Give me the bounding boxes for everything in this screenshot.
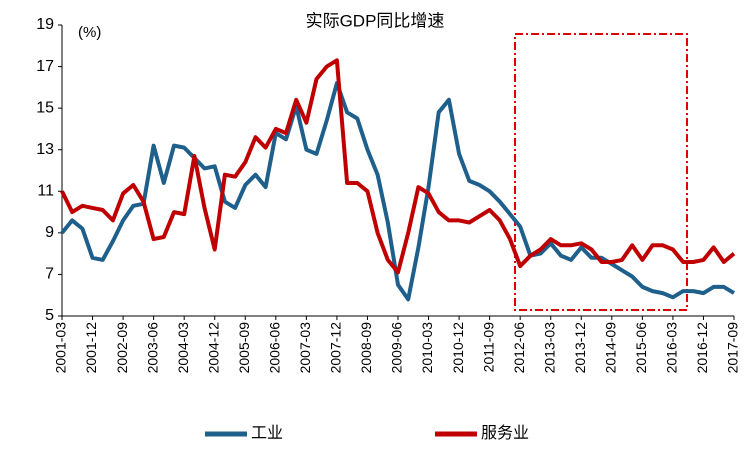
x-tick-label: 2004-12 [205, 322, 221, 374]
y-tick-label: 5 [45, 307, 54, 324]
y-tick-label: 9 [45, 224, 54, 241]
x-tick-label: 2003-06 [144, 322, 160, 374]
x-tick-label: 2002-09 [114, 322, 130, 374]
x-tick-label: 2004-03 [175, 322, 191, 374]
x-tick-label: 2007-12 [328, 322, 344, 374]
y-tick-label: 11 [37, 183, 54, 200]
x-tick-label: 2016-03 [664, 322, 680, 374]
x-tick-label: 2010-12 [450, 322, 466, 374]
x-tick-label: 2011-09 [480, 322, 496, 373]
y-tick-label: 15 [36, 99, 54, 116]
x-tick-label: 2006-06 [267, 322, 283, 374]
line-series [60, 81, 736, 302]
x-tick-label: 2001-03 [53, 322, 69, 374]
y-tick-label: 17 [36, 58, 54, 75]
x-tick-label: 2010-03 [419, 322, 435, 374]
y-tick-label: 19 [36, 16, 54, 33]
x-tick-label: 2008-09 [358, 322, 374, 374]
x-tick-label: 2013-03 [541, 322, 557, 374]
line-series [60, 58, 736, 275]
legend-label: 服务业 [481, 424, 529, 442]
y-tick-label: 7 [45, 266, 54, 283]
x-tick-label: 2005-09 [236, 322, 252, 374]
x-tick-label: 2012-06 [511, 322, 527, 374]
y-tick-label: 13 [36, 141, 54, 158]
chart-title: 实际GDP同比增速 [306, 11, 445, 30]
x-tick-label: 2014-09 [603, 322, 619, 374]
x-tick-label: 2015-06 [633, 322, 649, 374]
x-tick-label: 2009-06 [389, 322, 405, 374]
unit-label: (%) [78, 24, 101, 41]
x-tick-label: 2016-12 [694, 322, 710, 374]
legend-label: 工业 [251, 424, 283, 442]
x-tick-label: 2013-12 [572, 322, 588, 374]
x-tick-label: 2001-12 [83, 322, 99, 374]
x-tick-label: 2017-09 [725, 322, 741, 374]
highlight-box [514, 33, 688, 311]
x-tick-label: 2007-03 [297, 322, 313, 374]
